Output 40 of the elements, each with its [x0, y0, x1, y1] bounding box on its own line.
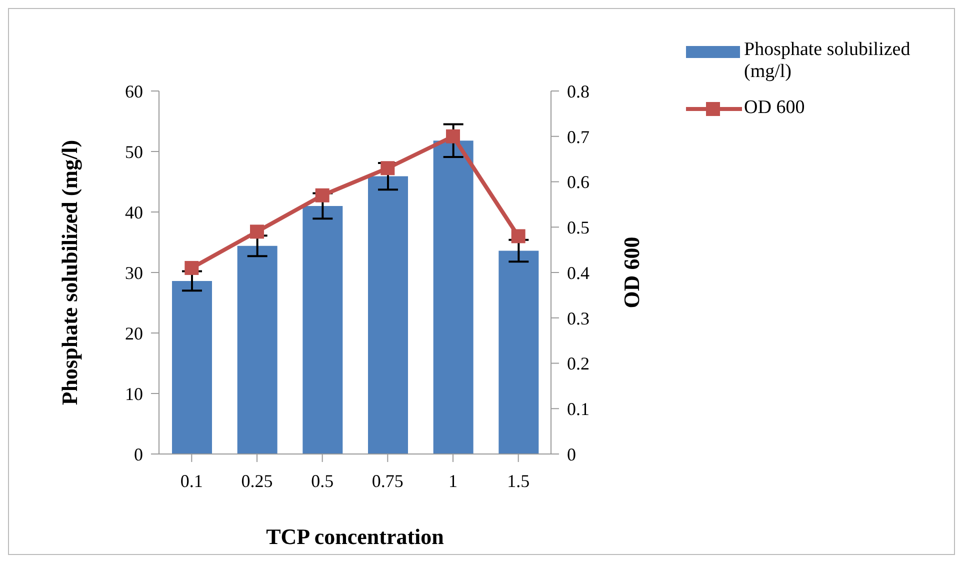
y-tick-label: 60	[125, 81, 143, 102]
x-tick-label: 1.5	[507, 470, 530, 491]
point	[184, 260, 199, 275]
y2-tick-label: 0.6	[567, 172, 590, 192]
y-axis-title: Phosphate solubilized (mg/l)	[56, 140, 82, 406]
bar	[498, 250, 539, 454]
x-tick-label: 0.1	[180, 470, 203, 491]
bar	[237, 246, 278, 454]
bar	[433, 140, 474, 454]
y-tick-label: 20	[125, 323, 143, 344]
y2-tick-label: 0	[567, 444, 576, 464]
point	[446, 129, 460, 144]
y2-tick-label: 0.8	[567, 81, 590, 102]
y2-axis-title: OD 600	[618, 236, 644, 308]
x-tick-label: 0.25	[241, 470, 273, 491]
point	[250, 224, 264, 239]
y-tick-label: 10	[125, 384, 143, 404]
y2-tick-label: 0.7	[567, 126, 590, 147]
bar	[172, 280, 212, 454]
y2-tick-label: 0.2	[567, 354, 590, 374]
chart-frame: 0.1 0.25 0.5 0.75 1 1.5 TCP concentration 0 10 20 30 40 50 60 Phosphate solubilized (mg/l) 0 0.1 0.2 0.3 0.4 0.5 0.6 0.7 0.8 OD 600 Phosphate solubilized (mg/l) OD 600	[8, 8, 955, 555]
y2-tick-label: 0.3	[567, 308, 590, 328]
y2-tick-label: 0.1	[567, 399, 590, 420]
x-tick-label: 0.5	[311, 470, 334, 491]
point	[511, 229, 526, 244]
x-tick-label: 0.75	[372, 470, 404, 491]
point	[315, 188, 330, 202]
bar	[302, 206, 343, 454]
x-axis-title: TCP concentration	[266, 524, 444, 549]
y-tick-label: 40	[125, 202, 143, 222]
legend-label: OD 600	[744, 97, 805, 119]
y2-tick-label: 0.4	[567, 262, 590, 283]
y-tick-label: 0	[134, 444, 143, 464]
y-tick-label: 30	[125, 262, 143, 283]
bar	[368, 176, 408, 454]
legend-label: Phosphate solubilized (mg/l)	[744, 39, 912, 83]
y-tick-label: 50	[125, 142, 143, 162]
point	[380, 161, 395, 176]
y2-tick-label: 0.5	[567, 218, 590, 238]
x-tick-label: 1	[448, 470, 458, 491]
